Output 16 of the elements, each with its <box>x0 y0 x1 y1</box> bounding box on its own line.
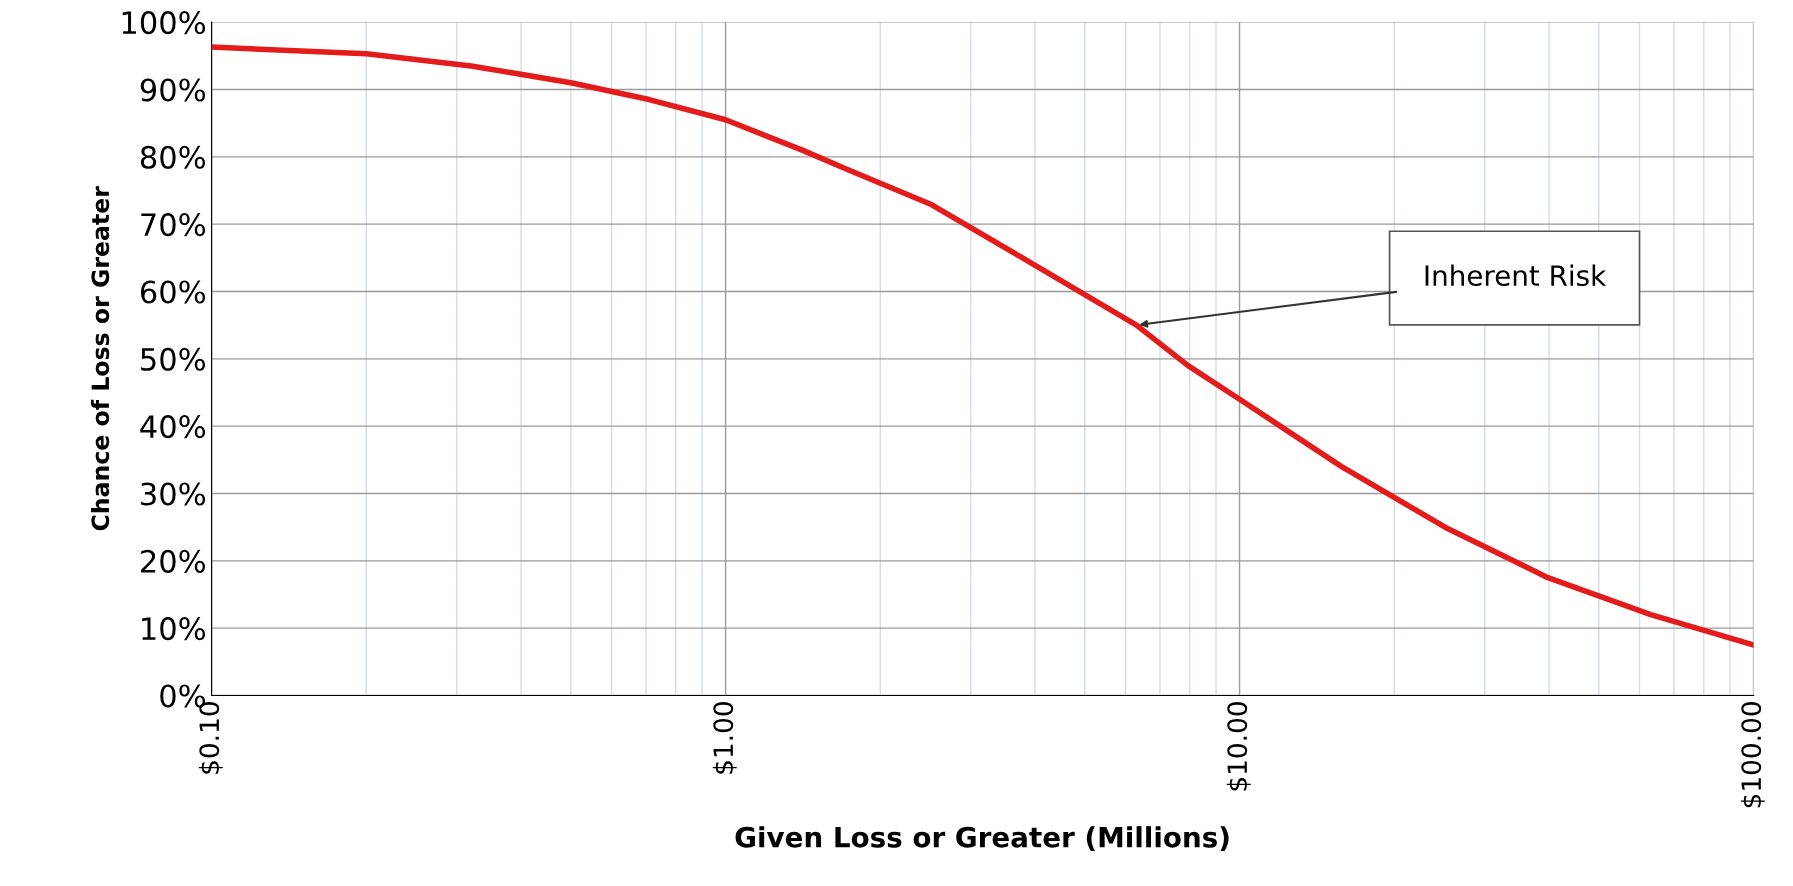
y-tick-label: 30% <box>141 482 206 506</box>
x-tick-label: $10.00 <box>1226 702 1251 791</box>
y-tick-label: 70% <box>141 213 206 237</box>
y-tick-label: 50% <box>141 347 206 371</box>
annotation: Inherent Risk <box>1425 264 1607 287</box>
x-axis-title: Given Loss or Greater (Millions) <box>735 826 1229 851</box>
y-tick-label: 10% <box>142 617 206 641</box>
y-tick-label: 80% <box>140 145 206 169</box>
y-axis-title: Chance of Loss or Greater <box>90 186 110 531</box>
y-tick-label: 90% <box>140 78 206 102</box>
y-tick-label: 60% <box>140 280 206 304</box>
x-tick-label: $1.00 <box>712 702 737 774</box>
y-tick-label: 100% <box>122 11 206 35</box>
x-tick-label: $100.00 <box>1740 702 1765 808</box>
y-tick-label: 20% <box>141 549 206 573</box>
y-tick-label: 40% <box>140 415 206 439</box>
